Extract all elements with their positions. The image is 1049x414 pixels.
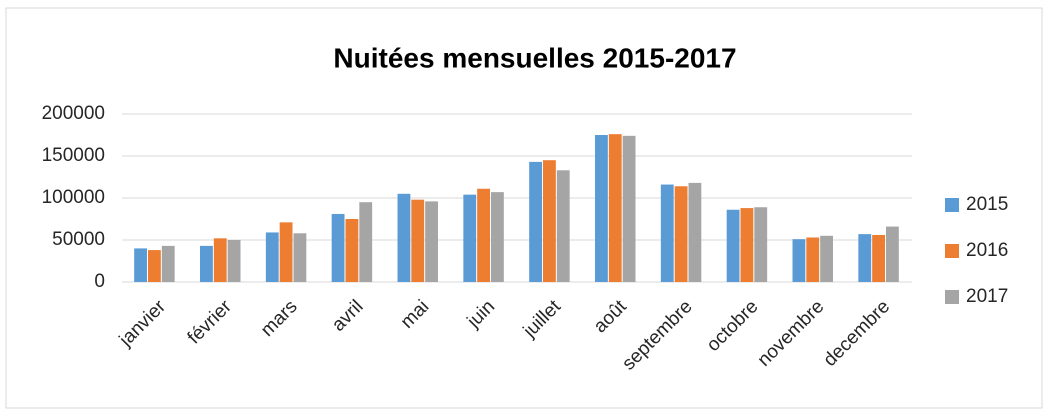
bar	[543, 160, 556, 282]
bar	[213, 238, 227, 282]
bar	[688, 182, 702, 282]
bar	[622, 135, 636, 282]
chart-title: Nuitées mensuelles 2015-2017	[333, 42, 736, 73]
bar	[660, 184, 674, 282]
bar	[359, 202, 373, 282]
y-tick-label: 100000	[42, 187, 105, 208]
bar	[463, 194, 477, 282]
bar	[331, 213, 345, 282]
bar	[148, 250, 161, 282]
bar	[556, 170, 570, 282]
bar	[200, 245, 213, 282]
bar	[477, 188, 490, 282]
bar	[529, 161, 543, 282]
bar	[490, 192, 504, 282]
bar	[858, 234, 872, 282]
legend-swatch	[945, 198, 959, 212]
bar	[279, 222, 293, 282]
bar	[674, 186, 688, 282]
bar	[397, 193, 411, 282]
bar	[134, 248, 148, 282]
legend-swatch	[945, 290, 959, 304]
bar	[754, 207, 768, 282]
bar	[806, 237, 820, 282]
bar	[595, 135, 608, 282]
bar	[608, 134, 622, 282]
y-tick-label: 150000	[42, 145, 105, 166]
bar	[345, 219, 359, 282]
legend-swatch	[945, 244, 959, 258]
chart-frame	[5, 7, 1043, 409]
y-tick-label: 0	[94, 271, 105, 292]
legend-label: 2016	[966, 240, 1008, 261]
bar	[726, 209, 740, 282]
bar	[411, 199, 425, 282]
legend-label: 2017	[966, 286, 1008, 307]
y-tick-label: 200000	[42, 103, 105, 124]
bar	[792, 239, 806, 282]
legend-label: 2015	[966, 194, 1008, 215]
bar	[227, 240, 241, 282]
bar	[820, 235, 833, 282]
bar	[885, 226, 899, 282]
bar	[265, 232, 279, 282]
bar	[161, 245, 175, 282]
bar	[293, 233, 307, 282]
bar	[740, 208, 754, 282]
y-tick-label: 50000	[52, 229, 105, 250]
bar	[425, 201, 438, 282]
bar	[872, 234, 885, 282]
